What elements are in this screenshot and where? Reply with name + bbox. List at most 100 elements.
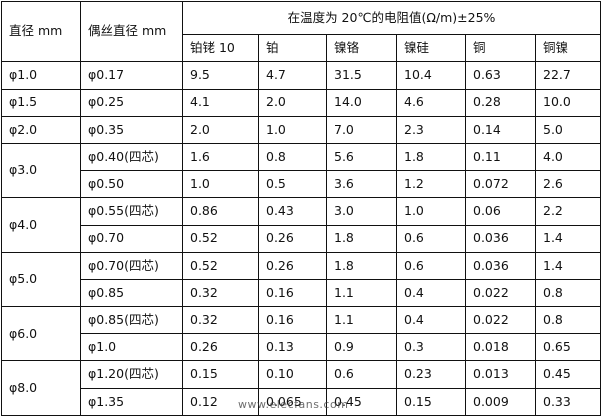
resistance-cell: 0.16 — [258, 278, 327, 308]
resistance-cell: 0.12 — [182, 387, 259, 417]
resistance-cell: 0.8 — [535, 278, 601, 308]
watermark: www.elecfans.com — [238, 398, 349, 411]
wire-diameter-cell: φ0.70 — [80, 224, 183, 253]
header-wire-diameter: 偶丝直径 mm — [80, 0, 183, 63]
header-resistance-group: 在温度为 20℃的电阻值(Ω/m)±25% — [182, 0, 601, 36]
resistance-cell: 0.11 — [465, 142, 536, 172]
resistance-cell: 0.9 — [326, 333, 397, 362]
resistance-cell: 1.2 — [396, 170, 466, 199]
resistance-cell: 0.022 — [465, 278, 536, 308]
resistance-cell: 4.1 — [182, 88, 259, 117]
resistance-cell: 0.52 — [182, 224, 259, 253]
resistance-cell: 0.06 — [465, 197, 536, 226]
resistance-cell: 0.8 — [535, 306, 601, 335]
table-row: φ1.35 0.12 0.065 0.45 0.15 0.009 0.33 — [2, 387, 601, 417]
resistance-cell: 0.26 — [182, 333, 259, 362]
resistance-cell: 0.15 — [396, 387, 466, 417]
resistance-cell: 0.86 — [182, 197, 259, 226]
resistance-cell: 1.8 — [396, 142, 466, 172]
resistance-cell: 1.4 — [535, 224, 601, 253]
resistance-cell: 2.3 — [396, 115, 466, 144]
resistance-cell: 5.0 — [535, 115, 601, 144]
resistance-cell: 0.4 — [396, 278, 466, 308]
resistance-cell: 0.32 — [182, 278, 259, 308]
resistance-cell: 0.036 — [465, 224, 536, 253]
wire-diameter-cell: φ0.17 — [80, 61, 183, 90]
table-row: φ0.70 0.52 0.26 1.8 0.6 0.036 1.4 — [2, 224, 601, 253]
resistance-cell: 0.43 — [258, 197, 327, 226]
diameter-cell: φ1.5 — [1, 88, 81, 117]
resistance-cell: 22.7 — [535, 61, 601, 90]
resistance-cell: 0.009 — [465, 387, 536, 417]
resistance-cell: 10.0 — [535, 88, 601, 117]
resistance-cell: 1.8 — [326, 224, 397, 253]
resistance-cell: 2.2 — [535, 197, 601, 226]
wire-diameter-cell: φ0.50 — [80, 170, 183, 199]
resistance-cell: 0.013 — [465, 360, 536, 389]
resistance-cell: 2.0 — [258, 88, 327, 117]
diameter-cell: φ4.0 — [1, 197, 81, 253]
resistance-cell: 0.65 — [535, 333, 601, 362]
resistance-cell: 1.0 — [258, 115, 327, 144]
resistance-cell: 4.0 — [535, 142, 601, 172]
resistance-cell: 0.15 — [182, 360, 259, 389]
resistance-cell: 0.6 — [396, 251, 466, 280]
resistance-cell: 4.6 — [396, 88, 466, 117]
resistance-cell: 3.6 — [326, 170, 397, 199]
resistance-cell: 14.0 — [326, 88, 397, 117]
resistance-cell: 0.036 — [465, 251, 536, 280]
resistance-cell: 0.63 — [465, 61, 536, 90]
resistance-cell: 0.022 — [465, 306, 536, 335]
resistance-cell: 3.0 — [326, 197, 397, 226]
wire-diameter-cell: φ0.40(四芯) — [80, 142, 183, 172]
wire-diameter-cell: φ0.85(四芯) — [80, 306, 183, 335]
resistance-cell: 0.14 — [465, 115, 536, 144]
resistance-cell: 0.33 — [535, 387, 601, 417]
wire-diameter-cell: φ0.55(四芯) — [80, 197, 183, 226]
resistance-cell: 0.28 — [465, 88, 536, 117]
table-row: φ1.0 φ0.17 9.5 4.7 31.5 10.4 0.63 22.7 — [1, 61, 601, 90]
table-row: φ5.0 φ0.70(四芯) 0.52 0.26 1.8 0.6 0.036 1.4 — [1, 251, 601, 308]
header-material: 铂 — [258, 34, 327, 63]
resistance-cell: 1.8 — [326, 251, 397, 280]
table-row: φ0.85 0.32 0.16 1.1 0.4 0.022 0.8 — [2, 278, 601, 308]
resistance-cell: 0.45 — [535, 360, 601, 389]
table-row: φ0.50 1.0 0.5 3.6 1.2 0.072 2.6 — [2, 170, 601, 199]
table-row: φ4.0 φ0.55(四芯) 0.86 0.43 3.0 1.0 0.06 2.2 — [1, 197, 601, 253]
header-material: 镍硅 — [396, 34, 466, 63]
wire-diameter-cell: φ1.0 — [80, 333, 183, 362]
table-row: φ1.5 φ0.25 4.1 2.0 14.0 4.6 0.28 10.0 — [1, 88, 601, 117]
table-row: φ8.0 φ1.20(四芯) 0.15 0.10 0.6 0.23 0.013 0.45 — [1, 360, 601, 416]
resistance-cell: 2.6 — [535, 170, 601, 199]
resistance-cell: 0.45 — [326, 387, 397, 417]
resistance-cell: 0.6 — [396, 224, 466, 253]
wire-diameter-cell: φ0.85 — [80, 278, 183, 308]
resistance-cell: 9.5 — [182, 61, 259, 90]
wire-diameter-cell: φ0.35 — [80, 115, 183, 144]
wire-diameter-cell: φ0.70(四芯) — [80, 251, 183, 280]
resistance-cell: 1.0 — [182, 170, 259, 199]
resistance-cell: 0.10 — [258, 360, 327, 389]
wire-diameter-cell: φ1.35 — [80, 387, 183, 417]
resistance-cell: 0.4 — [396, 306, 466, 335]
resistance-cell: 0.26 — [258, 224, 327, 253]
wire-diameter-cell: φ0.25 — [80, 88, 183, 117]
resistance-cell: 0.3 — [396, 333, 466, 362]
diameter-cell: φ6.0 — [1, 306, 81, 362]
header-diameter: 直径 mm — [1, 0, 81, 63]
resistance-cell: 5.6 — [326, 142, 397, 172]
header-material: 镍铬 — [326, 34, 397, 63]
header-material: 铜镍 — [535, 34, 601, 63]
resistance-cell: 0.6 — [326, 360, 397, 389]
table-row: φ1.0 0.26 0.13 0.9 0.3 0.018 0.65 — [2, 333, 601, 362]
wire-diameter-cell: φ1.20(四芯) — [80, 360, 183, 389]
resistance-cell: 0.32 — [182, 306, 259, 335]
resistance-cell: 0.8 — [258, 142, 327, 172]
diameter-cell: φ1.0 — [1, 61, 81, 90]
resistance-cell: 1.6 — [182, 142, 259, 172]
resistance-cell: 0.018 — [465, 333, 536, 362]
resistance-cell: 4.7 — [258, 61, 327, 90]
resistance-cell: 0.52 — [182, 251, 259, 280]
header-material: 铜 — [465, 34, 536, 63]
